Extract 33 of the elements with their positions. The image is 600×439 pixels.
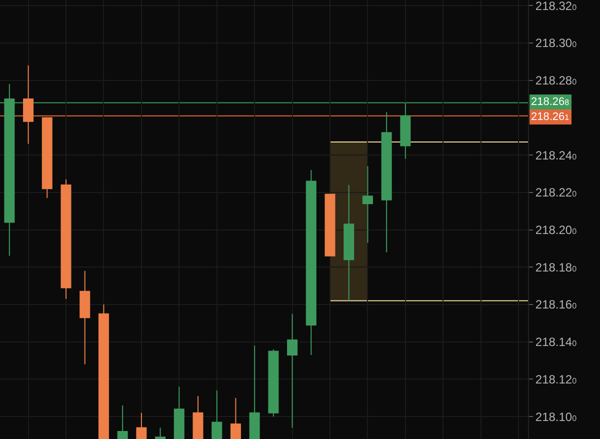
y-tick-label: 218.320 <box>535 0 578 13</box>
candlestick <box>117 404 128 439</box>
candlestick <box>287 313 298 428</box>
candlestick <box>268 348 279 418</box>
candlestick <box>98 304 109 439</box>
y-tick-label: 218.180 <box>535 260 578 274</box>
candlestick <box>212 390 222 439</box>
candlestick <box>80 270 90 365</box>
y-tick-label: 218.100 <box>535 410 578 424</box>
candlestick <box>324 194 336 256</box>
y-tick-label: 218.280 <box>535 74 578 88</box>
y-tick-label: 218.220 <box>535 186 578 200</box>
candlestick <box>192 396 204 439</box>
ref-line-label: 218.268 <box>531 96 570 108</box>
y-tick-label: 218.240 <box>535 148 578 162</box>
y-tick-label: 218.160 <box>535 298 578 312</box>
ref-line-label: 218.261 <box>531 111 570 123</box>
candlestick <box>344 184 354 302</box>
y-tick-label: 218.140 <box>535 335 578 350</box>
candlestick <box>23 64 34 144</box>
candlestick <box>42 117 52 199</box>
candlestick <box>362 166 373 244</box>
candlestick <box>249 345 260 439</box>
candlestick <box>306 170 316 356</box>
candlestick <box>155 427 166 439</box>
candlestick <box>60 178 72 300</box>
candlestick <box>381 112 392 253</box>
y-tick-label: 218.120 <box>535 372 578 386</box>
candlestick <box>230 397 241 439</box>
y-tick-label: 218.200 <box>535 222 578 237</box>
y-tick-label: 218.300 <box>535 36 578 50</box>
candlestick <box>174 386 184 439</box>
candlestick <box>136 412 147 439</box>
